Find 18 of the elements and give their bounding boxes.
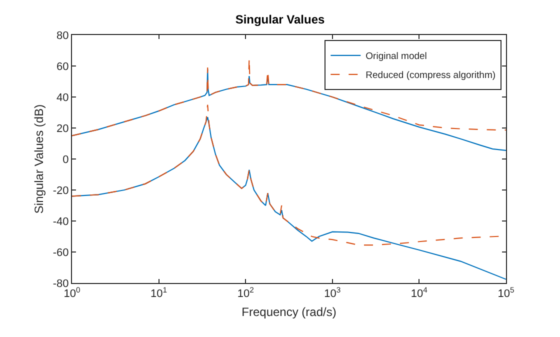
y-tick-label: -20 (52, 184, 69, 197)
y-tick-label: 40 (56, 92, 69, 104)
x-tick-label: 10$^{3}$ (324, 286, 341, 300)
legend-label: Original model (366, 51, 427, 62)
legend-label: Reduced (compress algorithm) (366, 70, 496, 82)
x-tick-label: 10$^{4}$ (410, 286, 428, 300)
x-tick-label: 10$^{2}$ (237, 286, 254, 300)
y-axis-title: Singular Values (dB) (32, 104, 46, 214)
y-tick-label: -40 (52, 216, 69, 228)
x-axis-title: Frequency (rad/s) (242, 305, 336, 320)
y-tick-label: 60 (56, 60, 69, 73)
x-tick-label: 10$^{5}$ (498, 286, 514, 300)
y-tick-label: -60 (52, 246, 69, 259)
y-tick-label: 20 (56, 122, 69, 135)
y-tick-label: 80 (56, 30, 69, 42)
chart-title: Singular Values (235, 12, 326, 27)
y-tick-label: 0 (62, 154, 69, 166)
x-tick-label: 10$^{1}$ (150, 286, 168, 300)
